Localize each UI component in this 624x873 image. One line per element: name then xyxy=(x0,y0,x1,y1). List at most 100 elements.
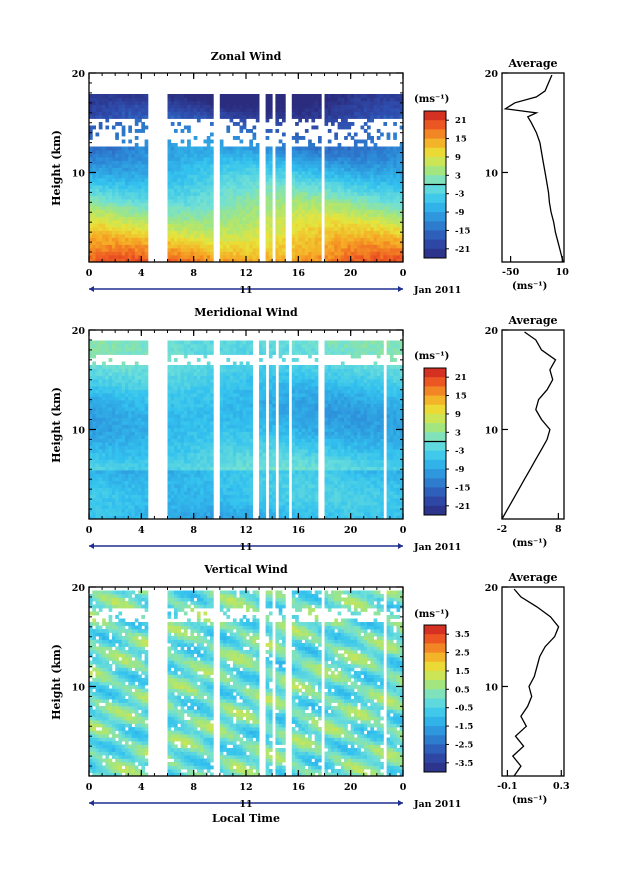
heatmap-cell xyxy=(92,379,96,383)
heatmap-cell xyxy=(168,442,172,446)
heatmap-cell xyxy=(344,136,348,140)
heatmap-cell xyxy=(240,189,244,193)
heatmap-cell xyxy=(177,495,181,499)
heatmap-cell xyxy=(141,238,145,242)
heatmap-cell xyxy=(292,210,296,214)
heatmap-cell xyxy=(292,98,296,102)
heatmap-cell xyxy=(383,206,387,210)
heatmap-cell xyxy=(171,456,175,460)
heatmap-cell xyxy=(269,217,273,221)
heatmap-cell xyxy=(145,126,149,130)
heatmap-cell xyxy=(135,467,139,471)
heatmap-cell xyxy=(220,189,224,193)
heatmap-cell xyxy=(174,484,178,488)
heatmap-cell xyxy=(174,189,178,193)
heatmap-cell xyxy=(99,376,103,380)
heatmap-cell xyxy=(397,185,401,189)
heatmap-cell xyxy=(308,154,312,158)
heatmap-cell xyxy=(233,161,237,165)
heatmap-cell xyxy=(99,442,103,446)
heatmap-cell xyxy=(266,129,270,133)
heatmap-cell xyxy=(112,376,116,380)
heatmap-cell xyxy=(135,505,139,509)
heatmap-cell xyxy=(347,105,351,109)
heatmap-cell xyxy=(181,505,185,509)
heatmap-cell xyxy=(200,203,204,207)
heatmap-cell xyxy=(230,175,234,179)
heatmap-cell xyxy=(315,112,319,116)
heatmap-cell xyxy=(115,467,119,471)
profile-x-tick-label: 10 xyxy=(556,267,570,278)
heatmap-cell xyxy=(109,192,113,196)
heatmap-cell xyxy=(145,255,149,259)
heatmap-cell xyxy=(243,178,247,182)
heatmap-cell xyxy=(364,171,368,175)
heatmap-cell xyxy=(141,227,145,231)
heatmap-cell xyxy=(246,217,250,221)
heatmap-cell xyxy=(370,101,374,105)
heatmap-cell xyxy=(325,108,329,112)
heatmap-cell xyxy=(243,119,247,123)
heatmap-cell xyxy=(112,150,116,154)
heatmap-cell xyxy=(102,439,106,443)
heatmap-cell xyxy=(171,154,175,158)
heatmap-cell xyxy=(177,157,181,161)
heatmap-cell xyxy=(177,206,181,210)
heatmap-cell xyxy=(177,369,181,373)
heatmap-cell xyxy=(230,192,234,196)
heatmap-cell xyxy=(187,365,191,369)
heatmap-cell xyxy=(122,189,126,193)
heatmap-cell xyxy=(194,168,198,172)
heatmap-cell xyxy=(374,185,378,189)
heatmap-cell xyxy=(367,101,371,105)
heatmap-cell xyxy=(118,446,122,450)
heatmap-cell xyxy=(181,344,185,348)
heatmap-cell xyxy=(295,157,299,161)
heatmap-cell xyxy=(138,101,142,105)
heatmap-cell xyxy=(253,98,257,102)
heatmap-cell xyxy=(374,112,378,116)
heatmap-cell xyxy=(233,234,237,238)
heatmap-cell xyxy=(383,178,387,182)
heatmap-cell xyxy=(109,365,113,369)
heatmap-cell xyxy=(266,108,270,112)
heatmap-cell xyxy=(141,220,145,224)
heatmap-cell xyxy=(181,446,185,450)
heatmap-cell xyxy=(200,484,204,488)
heatmap-cell xyxy=(138,238,142,242)
heatmap-cell xyxy=(181,400,185,404)
heatmap-cell xyxy=(112,393,116,397)
heatmap-cell xyxy=(308,94,312,98)
heatmap-cell xyxy=(138,213,142,217)
heatmap-cell xyxy=(311,210,315,214)
heatmap-cell xyxy=(138,98,142,102)
heatmap-cell xyxy=(374,213,378,217)
heatmap-cell xyxy=(122,393,126,397)
heatmap-cell xyxy=(135,509,139,513)
heatmap-cell xyxy=(367,252,371,256)
heatmap-cell xyxy=(200,255,204,259)
heatmap-cell xyxy=(181,171,185,175)
heatmap-cell xyxy=(226,178,230,182)
heatmap-cell xyxy=(187,477,191,481)
heatmap-cell xyxy=(177,502,181,506)
heatmap-cell xyxy=(361,182,365,186)
heatmap-cell xyxy=(112,463,116,467)
heatmap-cell xyxy=(96,220,100,224)
heatmap-cell xyxy=(115,365,119,369)
heatmap-cell xyxy=(387,255,391,259)
heatmap-cell xyxy=(187,161,191,165)
heatmap-cell xyxy=(393,248,397,252)
heatmap-cell xyxy=(347,241,351,245)
heatmap-cell xyxy=(125,495,129,499)
heatmap-cell xyxy=(194,495,198,499)
heatmap-cell xyxy=(112,351,116,355)
heatmap-cell xyxy=(190,210,194,214)
heatmap-cell xyxy=(387,224,391,228)
heatmap-cell xyxy=(246,248,250,252)
heatmap-cell xyxy=(174,199,178,203)
heatmap-cell xyxy=(236,234,240,238)
heatmap-cell xyxy=(383,154,387,158)
heatmap-cell xyxy=(361,157,365,161)
heatmap-cell xyxy=(292,241,296,245)
